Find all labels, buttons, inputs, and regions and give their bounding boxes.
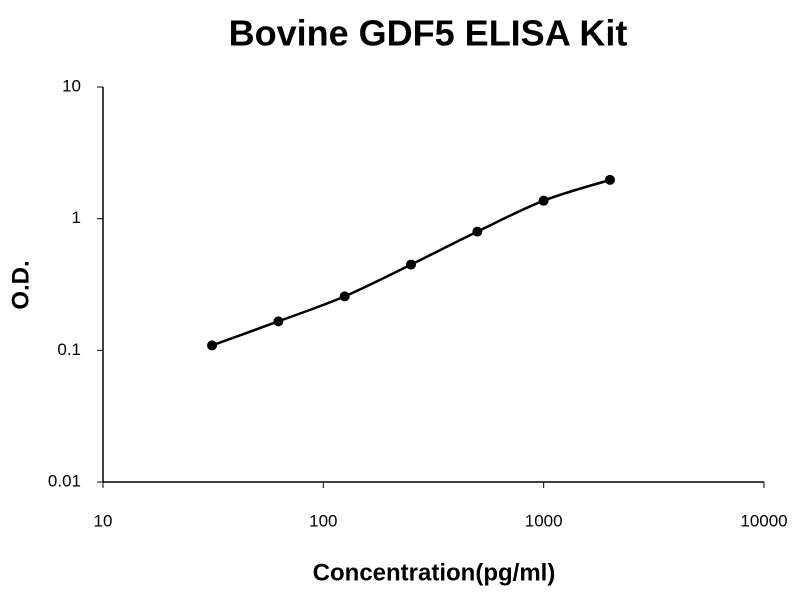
point	[472, 226, 483, 237]
x-axis-label: Concentration(pg/ml)	[313, 559, 556, 586]
point	[538, 195, 549, 206]
y-tick-label: 1	[72, 208, 81, 227]
x-tick-label: 10	[94, 511, 113, 530]
chart-title: Bovine GDF5 ELISA Kit	[229, 13, 628, 54]
y-tick-label: 0.1	[57, 340, 81, 359]
point	[207, 340, 218, 351]
x-tick-label: 100	[309, 511, 337, 530]
x-tick-label: 1000	[525, 511, 563, 530]
point	[273, 316, 284, 327]
x-tick-label: 10000	[740, 511, 787, 530]
y-tick-label: 0.01	[48, 471, 81, 490]
y-axis-label: O.D.	[7, 260, 34, 309]
point	[604, 174, 615, 185]
point	[406, 259, 417, 270]
point	[339, 291, 350, 302]
y-tick-label: 10	[62, 76, 81, 95]
